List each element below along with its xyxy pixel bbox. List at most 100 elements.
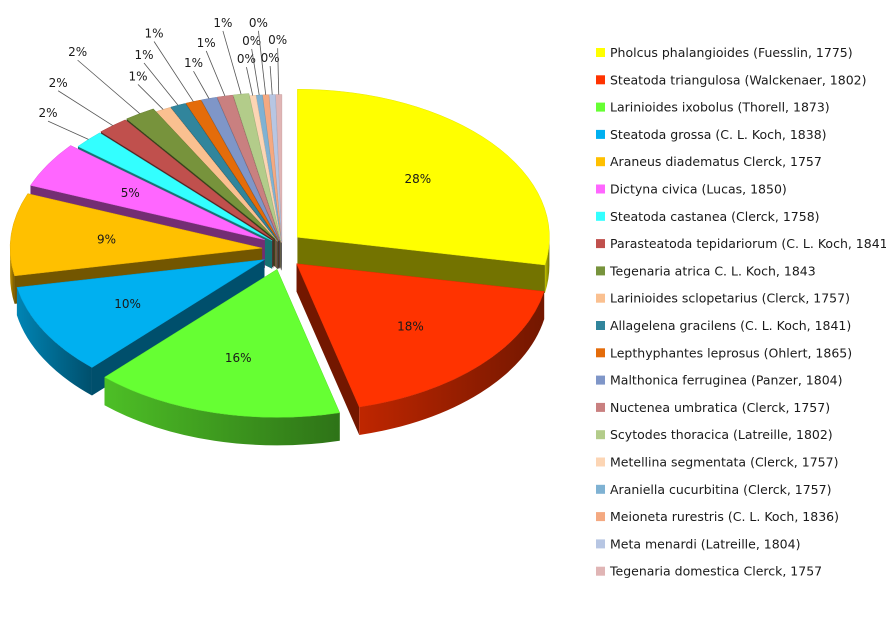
legend-item: Parasteatoda tepidariorum (C. L. Koch, 1… [596,236,886,251]
leader-line [153,41,194,102]
legend-item: Steatoda grossa (C. L. Koch, 1838) [596,127,827,142]
legend-swatch [596,321,605,330]
data-label: 2% [49,76,68,90]
legend-item: Metellina segmentata (Clerck, 1757) [596,455,838,470]
legend-swatch [596,157,605,167]
legend-label: Dictyna civica (Lucas, 1850) [610,182,787,197]
leader-line [137,84,164,110]
data-label: 0% [242,34,261,48]
legend-swatch [596,484,605,494]
legend-label: Araneus diadematus Clerck, 1757 [610,154,822,169]
slice-top [16,259,265,368]
legend-item: Steatoda triangulosa (Walckenaer, 1802) [596,72,867,87]
slice-top [296,263,545,408]
legend-label: Tegenaria domestica Clerck, 1757 [609,564,822,579]
legend-label: Allagelena gracilens (C. L. Koch, 1841) [610,318,851,333]
data-label: 5% [121,186,140,200]
legend-item: Nuctenea umbratica (Clerck, 1757) [596,400,830,415]
legend-item: Pholcus phalangioides (Fuesslin, 1775) [596,45,853,60]
slice-rim [359,291,545,436]
legend-label: Nuctenea umbratica (Clerck, 1757) [610,400,830,415]
data-label: 28% [404,172,431,186]
legend-item: Scytodes thoracica (Latreille, 1802) [596,427,833,442]
legend-swatch [596,48,605,57]
slice-side-wall [296,263,360,436]
legend-swatch [596,239,605,249]
leader-line [269,66,273,95]
slice-top [232,93,281,241]
legend-item: Allagelena gracilens (C. L. Koch, 1841) [596,318,851,333]
legend-label: Meioneta rurestris (C. L. Koch, 1836) [610,509,839,524]
data-label: 0% [268,33,287,47]
legend-swatch [596,348,605,358]
legend-swatch [596,211,605,221]
legend-swatch [596,293,605,303]
leader-line [47,120,89,140]
legend-swatch [596,266,605,276]
leader-line [277,48,280,95]
data-label: 0% [261,51,280,65]
legend-label: Araniella cucurbitina (Clerck, 1757) [610,482,831,497]
data-label: 0% [249,16,268,30]
legend-label: Tegenaria atrica C. L. Koch, 1843 [609,263,816,278]
slice-top [77,132,273,241]
legend-item: Tegenaria atrica C. L. Koch, 1843 [596,263,816,278]
slice-top [9,193,263,277]
data-label: 16% [225,351,252,365]
slice-top [216,94,281,241]
leader-line [222,30,242,95]
legend-swatch [596,75,605,85]
legend-label: Steatoda triangulosa (Walckenaer, 1802) [610,72,867,87]
legend-label: Steatoda grossa (C. L. Koch, 1838) [610,127,827,142]
legend-item: Steatoda castanea (Clerck, 1758) [596,209,820,224]
data-label: 1% [145,27,164,41]
data-label: 10% [114,297,141,311]
legend-label: Meta menardi (Latreille, 1804) [610,536,800,551]
legend-item: Meta menardi (Latreille, 1804) [596,536,800,551]
data-label: 2% [68,45,87,59]
legend-label: Larinioides ixobolus (Thorell, 1873) [610,100,830,115]
leader-line [193,71,210,99]
legend-label: Metellina segmentata (Clerck, 1757) [610,455,838,470]
leader-line [251,48,260,96]
leader-line [77,59,140,114]
legend-swatch [596,102,605,112]
legend-swatch [596,184,605,194]
legend-swatch [596,430,605,440]
slice-top [100,119,274,240]
legend-item: Meioneta rurestris (C. L. Koch, 1836) [596,509,839,524]
slice-top [30,145,265,241]
leader-line [246,67,254,96]
data-label: 1% [197,36,216,50]
slice-side-wall [297,237,545,293]
legend-item: Araniella cucurbitina (Clerck, 1757) [596,482,831,497]
legend-label: Pholcus phalangioides (Fuesslin, 1775) [610,45,853,60]
slice-top [104,269,341,418]
pie-plot-area [9,89,550,446]
legend-swatch [596,375,605,385]
legend-item: Araneus diadematus Clerck, 1757 [596,154,822,169]
data-label: 1% [213,16,232,30]
data-labels: 28%18%16%10%9%5%2%2%2%1%1%1%1%1%1%0%0%0%… [38,16,431,365]
data-label: 1% [128,69,147,83]
legend-label: Scytodes thoracica (Latreille, 1802) [610,427,833,442]
slice-top [170,103,279,242]
leader-line [143,62,179,106]
pie-slice [104,269,341,446]
legend-label: Steatoda castanea (Clerck, 1758) [610,209,820,224]
slice-rim [104,377,340,446]
pie-slice [297,89,550,293]
legend-swatch [596,402,605,412]
legend: Pholcus phalangioides (Fuesslin, 1775) St… [596,45,886,579]
legend-swatch [596,129,605,139]
legend-swatch [596,566,605,576]
legend-item: Tegenaria domestica Clerck, 1757 [596,564,822,579]
leader-line [258,30,267,95]
legend-label: Larinioides sclopetarius (Clerck, 1757) [610,291,850,306]
pie-slice [296,263,545,436]
legend-label: Parasteatoda tepidariorum (C. L. Koch, 1… [610,236,886,251]
leader-line [57,90,113,126]
legend-swatch [596,539,605,549]
data-label: 18% [397,320,424,334]
